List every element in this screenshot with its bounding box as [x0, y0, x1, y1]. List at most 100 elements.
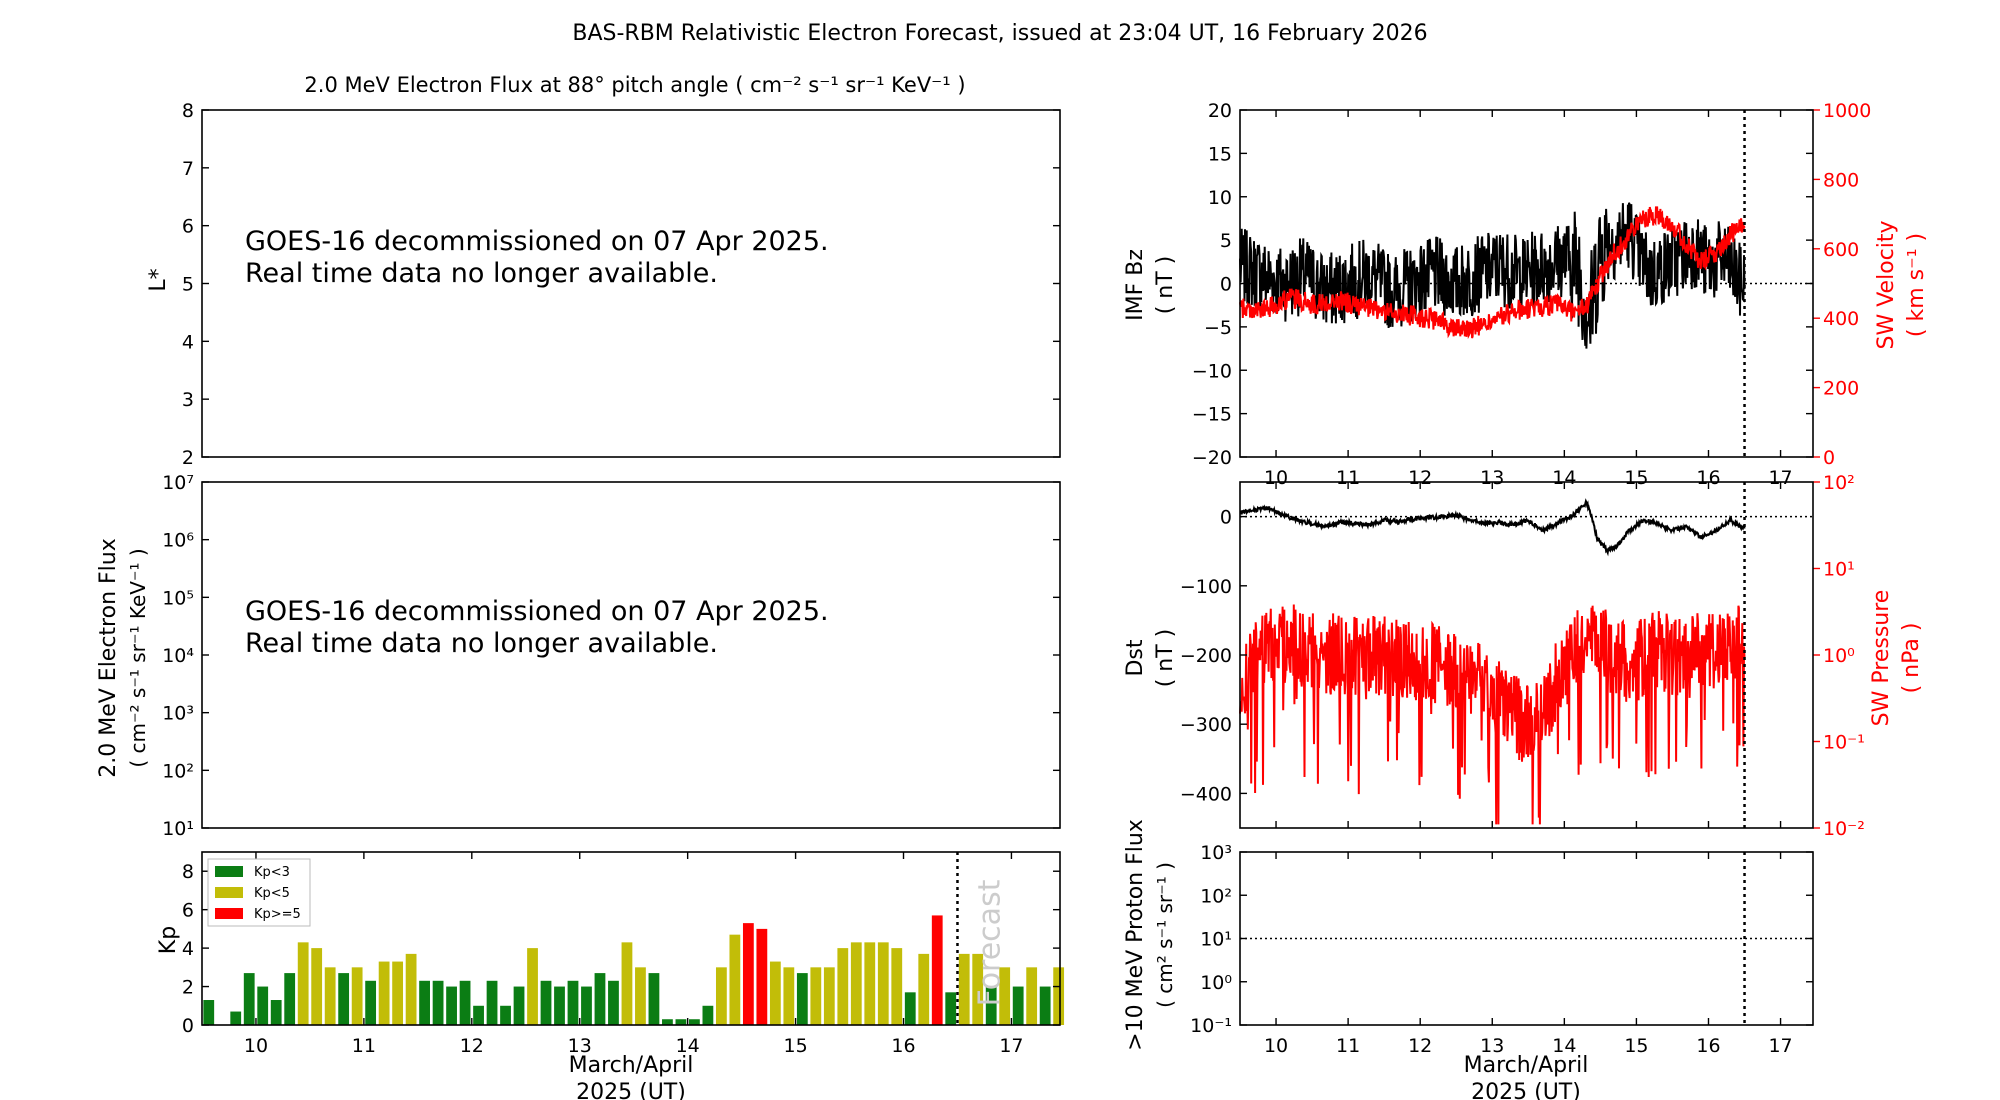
eflux-y-ticks: 10¹ 10² 10³ 10⁴ 10⁵ 10⁶ 10⁷: [162, 472, 1060, 840]
eflux-y-tick-label: 10⁴: [162, 645, 194, 667]
imf-x-ticks: 10 11 12 13 14 15 16 17: [1264, 110, 1793, 489]
eflux-message-line2: Real time data no longer available.: [245, 628, 718, 659]
kp-bar: [648, 973, 660, 1025]
dst-y2-tick-label: 10⁻²: [1823, 818, 1865, 840]
kp-panel: 0 2 4 6 8 10 11 12 13 14 15 16 17 Forecast Kp Kp<3 …: [156, 851, 1065, 1100]
kp-bar: [554, 986, 565, 1025]
dst-ylabel-line1: Dst: [1123, 639, 1148, 676]
kp-bar: [931, 915, 943, 1025]
kp-bar: [635, 967, 646, 1025]
imf-x-tick-label: 13: [1480, 467, 1504, 489]
proton-xlabel-line1: March/April: [1464, 1053, 1589, 1078]
kp-legend-label-green: Kp<3: [254, 865, 290, 880]
kp-bar: [837, 948, 849, 1025]
kp-y-ticks: 0 2 4 6 8: [182, 861, 1060, 1037]
kp-x-tick-label: 17: [999, 1035, 1023, 1057]
kp-y-tick-label: 2: [182, 977, 194, 999]
kp-bar: [1026, 967, 1038, 1025]
imf-y2label-line1: SW Velocity: [1874, 220, 1899, 349]
lstar-message-line2: Real time data no longer available.: [245, 258, 718, 289]
dst-y2-tick-label: 10¹: [1823, 559, 1855, 581]
imf-y-tick-label: 15: [1208, 143, 1232, 165]
dst-series: [1239, 498, 1746, 557]
imf-x-tick-label: 12: [1408, 467, 1432, 489]
lstar-y-tick-label: 5: [182, 274, 194, 296]
kp-bar: [594, 973, 606, 1025]
kp-bar: [243, 973, 255, 1025]
kp-bar: [904, 992, 916, 1025]
imf-bz-series: [1239, 202, 1746, 349]
kp-bar: [203, 1000, 215, 1025]
imf-y2-tick-label: 200: [1823, 378, 1859, 400]
lstar-y-tick-label: 6: [182, 216, 194, 238]
kp-bar: [608, 980, 619, 1025]
proton-x-tick-label: 12: [1408, 1035, 1432, 1057]
imf-y-tick-label: 10: [1208, 187, 1232, 209]
lstar-y-tick-label: 7: [182, 158, 194, 180]
dst-y2-tick-label: 10⁰: [1823, 645, 1855, 667]
kp-x-ticks: 10 11 12 13 14 15 16 17: [244, 852, 1024, 1057]
kp-x-tick-label: 10: [244, 1035, 268, 1057]
kp-bar: [540, 980, 552, 1025]
kp-legend-label-red: Kp>=5: [254, 907, 301, 922]
kp-bar: [877, 942, 889, 1025]
imf-y-tick-label: 20: [1208, 100, 1232, 122]
proton-y-tick-label: 10³: [1200, 842, 1232, 864]
lstar-y-tick-label: 8: [182, 100, 194, 122]
lstar-y-tick-label: 3: [182, 389, 194, 411]
kp-bar: [675, 1019, 687, 1025]
kp-bar: [365, 980, 377, 1025]
imf-ylabel-line1: IMF Bz: [1123, 249, 1148, 321]
kp-bar: [351, 967, 363, 1025]
kp-bar: [581, 986, 592, 1025]
kp-bar: [486, 980, 498, 1025]
kp-bar: [378, 961, 390, 1025]
kp-bar: [715, 967, 727, 1025]
kp-y-tick-label: 0: [182, 1015, 194, 1037]
kp-bar: [1012, 986, 1024, 1025]
kp-bar: [1053, 967, 1065, 1025]
kp-bar: [513, 986, 525, 1025]
eflux-y-tick-label: 10²: [162, 760, 194, 782]
kp-bar: [999, 967, 1011, 1025]
kp-bar: [270, 1000, 282, 1025]
kp-bar: [729, 934, 741, 1025]
kp-bar: [918, 953, 930, 1025]
imf-panel: −20 −15 −10 −5 0 5 10 15 20 0 200 400 600 800 1000 10…: [1123, 100, 1929, 489]
kp-axes-frame: [201, 851, 1061, 1026]
kp-legend: Kp<3 Kp<5 Kp>=5: [207, 858, 311, 927]
kp-y-tick-label: 8: [182, 861, 194, 883]
kp-bar: [891, 948, 903, 1025]
imf-x-tick-label: 15: [1624, 467, 1648, 489]
imf-y-tick-label: −5: [1204, 317, 1232, 339]
proton-x-tick-label: 14: [1552, 1035, 1576, 1057]
eflux-y-tick-label: 10¹: [162, 818, 194, 840]
kp-y-tick-label: 4: [182, 938, 194, 960]
proton-y-tick-label: 10⁻¹: [1190, 1015, 1232, 1037]
kp-bar: [796, 973, 808, 1025]
kp-x-tick-label: 13: [568, 1035, 592, 1057]
kp-x-tick-label: 11: [352, 1035, 376, 1057]
imf-y-tick-label: 0: [1220, 274, 1232, 296]
kp-x-tick-label: 16: [891, 1035, 915, 1057]
kp-bar: [850, 942, 862, 1025]
kp-bar: [284, 973, 296, 1025]
imf-y-ticks: −20 −15 −10 −5 0 5 10 15 20: [1192, 100, 1813, 469]
kp-bar: [230, 1011, 242, 1025]
dst-y2-ticks: 10⁻² 10⁻¹ 10⁰ 10¹ 10²: [1813, 472, 1865, 840]
kp-bar: [311, 948, 323, 1025]
dst-y-tick-label: −200: [1180, 645, 1232, 667]
dst-y-tick-label: −400: [1180, 783, 1232, 805]
kp-bar: [823, 967, 835, 1025]
proton-y-tick-label: 10⁰: [1200, 972, 1232, 994]
imf-axes-frame: [1239, 109, 1814, 458]
kp-bar: [297, 942, 309, 1025]
kp-bar: [257, 986, 269, 1025]
proton-y-tick-label: 10²: [1200, 885, 1232, 907]
kp-xlabel-line1: March/April: [569, 1053, 694, 1078]
proton-x-ticks: 10 11 12 13 14 15 16 17: [1264, 852, 1793, 1057]
kp-bar: [864, 942, 876, 1025]
proton-xlabel-line2: 2025 (UT): [1471, 1080, 1581, 1100]
kp-bar: [432, 980, 444, 1025]
proton-ylabel-line2: ( cm² s⁻¹ sr⁻¹ ): [1153, 862, 1177, 1008]
